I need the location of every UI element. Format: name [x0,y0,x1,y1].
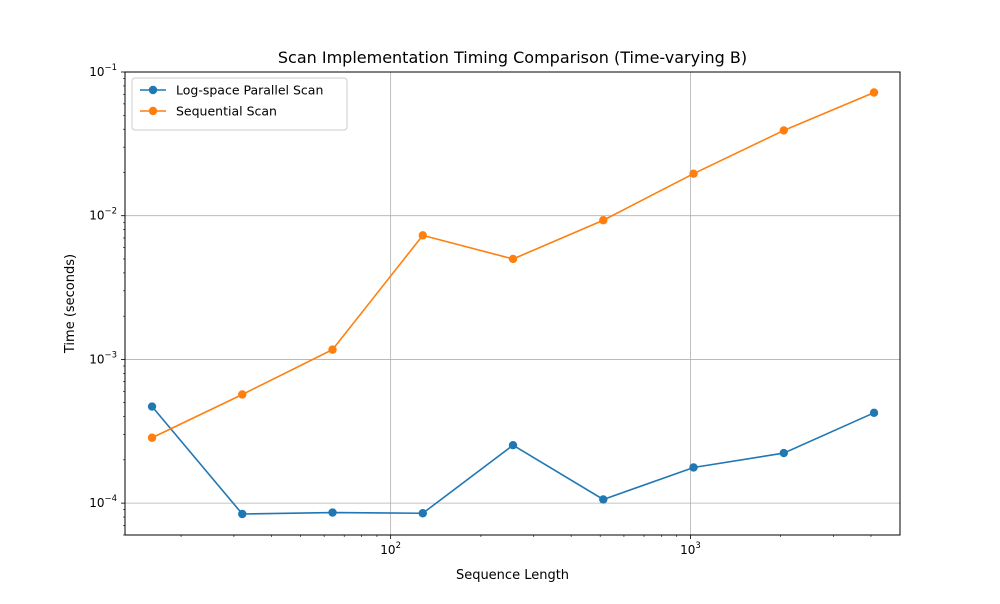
series-0-point [779,448,788,458]
y-axis-label: Time (seconds) [63,254,78,354]
series-0-point [238,509,247,519]
series-1-point [869,88,879,97]
x-tick-label: 102 [380,541,401,557]
y-tick-label: 10−4 [89,494,117,510]
series-1-point [328,345,337,354]
series-1-point [599,216,608,225]
series-1-point [508,254,518,264]
legend-label-0: Log-space Parallel Scan [176,83,323,98]
legend-label-1: Sequential Scan [176,104,277,119]
x-tick-label: 103 [680,541,701,557]
legend: Log-space Parallel Scan Sequential Scan [131,77,348,131]
y-tick-label: 10−2 [89,207,117,223]
tick-layer: 102 103 10−4 10−3 10−2 10−1 [89,63,872,557]
series-0-point [418,509,427,518]
x-axis-label: Sequence Length [456,568,569,583]
series-1-point [689,169,698,178]
legend-box [131,77,348,131]
series-0-point [328,508,337,517]
series-1-point [418,231,427,240]
series-0-point [147,402,157,411]
series-0-point [599,495,608,504]
series-0-point [689,463,698,472]
series-0-point [869,408,879,418]
legend-swatch-marker-0 [148,85,158,95]
series-1-point [147,433,157,442]
y-tick-label: 10−3 [89,350,117,366]
series-1-point [238,390,247,399]
series-0-point [508,440,518,450]
legend-swatch-marker-1 [148,106,158,116]
series-layer [147,88,879,519]
series-1-point [779,126,788,135]
y-tick-label: 10−1 [89,63,117,79]
chart-title: Scan Implementation Timing Comparison (T… [278,48,747,67]
plot-frame [124,71,901,536]
